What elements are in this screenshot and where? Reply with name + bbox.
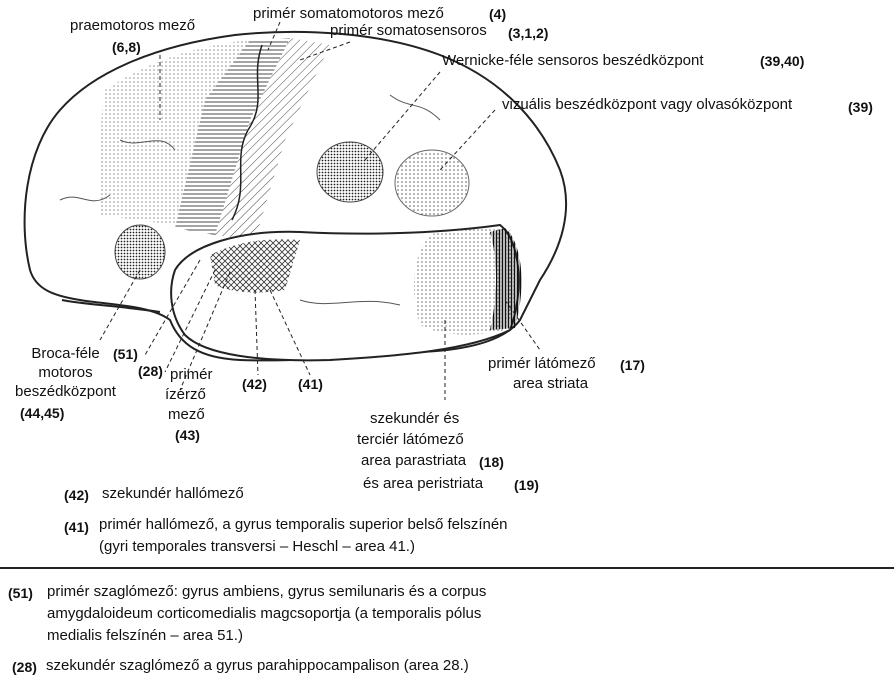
central-sulcus — [231, 44, 263, 221]
label-wernicke: Wernicke-féle sensoros beszédközpont — [442, 52, 704, 69]
legend-51-text2: amygdaloideum corticomedialis magcsoport… — [47, 605, 482, 622]
label-sec-2: terciér látómező — [357, 431, 464, 448]
legend-42-num: (42) — [64, 487, 89, 503]
label-visual-1: primér látómező — [488, 355, 596, 372]
label-51: (51) — [113, 346, 138, 362]
brain-diagram — [23, 21, 568, 400]
wernicke-area — [316, 141, 384, 203]
visual-speech-area — [394, 149, 470, 217]
label-sec-1: szekundér és — [370, 410, 460, 427]
legend-42-text: szekundér hallómező — [102, 485, 244, 502]
legend-51-text: primér szaglómező: gyrus ambiens, gyrus … — [47, 583, 487, 600]
label-broca-1: Broca-féle — [31, 345, 100, 362]
label-broca-2: motoros — [38, 364, 93, 381]
label-somatomotor: primér somatomotoros mező — [253, 5, 444, 22]
legend-41-text: primér hallómező, a gyrus temporalis sup… — [99, 516, 508, 533]
premotor-area — [99, 40, 250, 225]
label-visual-speech: vizuális beszédközpont vagy olvasóközpon… — [502, 96, 793, 113]
label-praemotor: praemotoros mező — [70, 17, 196, 34]
label-taste-1: primér — [170, 366, 213, 383]
legend-51-text3: medialis felszínén – area 51.) — [47, 627, 243, 644]
label-sec-3: area parastriata — [361, 452, 467, 469]
label-somatosens: primér somatosensoros — [330, 22, 487, 39]
secondary-visual-area — [414, 226, 517, 335]
legend-51-num: (51) — [8, 585, 33, 601]
label-taste-3: mező — [168, 406, 205, 423]
label-28: (28) — [138, 363, 163, 379]
olfactory-tract — [61, 299, 161, 313]
label-sec-num1: (18) — [479, 454, 504, 470]
label-taste-num: (43) — [175, 427, 200, 443]
label-broca-num: (44,45) — [20, 405, 65, 421]
label-sec-4: és area peristriata — [363, 475, 484, 492]
label-taste-2: ízérző — [165, 386, 206, 403]
label-praemotor-num: (6,8) — [112, 39, 141, 55]
legend-41-num: (41) — [64, 519, 89, 535]
label-somatomotor-num: (4) — [489, 6, 507, 22]
legend-41-text2: (gyri temporales transversi – Heschl – a… — [99, 538, 415, 555]
legend-28-text: szekundér szaglómező a gyrus parahippoca… — [46, 657, 469, 674]
broca-area — [114, 224, 166, 280]
motor-area — [175, 38, 290, 235]
somatosensory-area — [215, 38, 330, 240]
label-somatosens-num: (3,1,2) — [508, 25, 549, 41]
legend-28-num: (28) — [12, 659, 37, 675]
label-sec-num2: (19) — [514, 477, 539, 493]
label-visual-2: area striata — [513, 375, 589, 392]
divider — [0, 567, 894, 569]
label-41: (41) — [298, 376, 323, 392]
primary-visual-area — [490, 228, 522, 330]
auditory-area — [210, 239, 300, 293]
leader-lines — [99, 21, 541, 400]
label-visual-num: (17) — [620, 357, 645, 373]
label-visual-speech-num: (39) — [848, 99, 873, 115]
label-wernicke-num: (39,40) — [760, 53, 805, 69]
label-42: (42) — [242, 376, 267, 392]
label-broca-3: beszédközpont — [15, 383, 116, 400]
